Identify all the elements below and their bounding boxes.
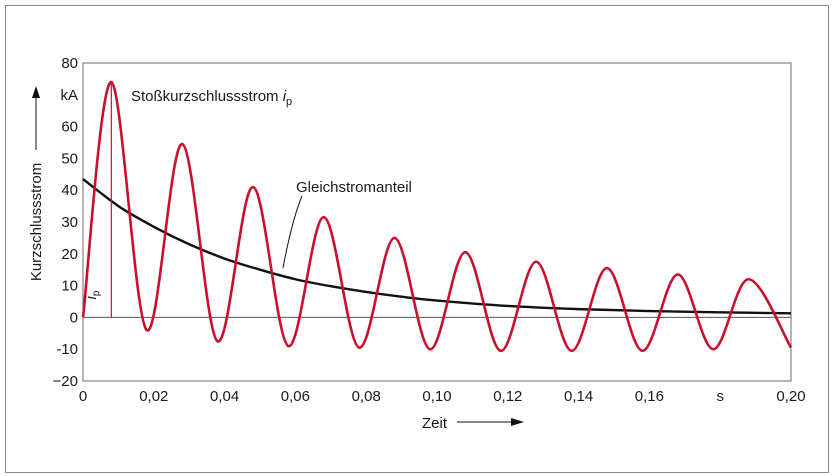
y-tick-labels: 80 kA 60 50 40 30 20 10 0 -10 −20 [53, 55, 78, 390]
x-tick-label: 0,02 [139, 388, 168, 405]
dc-component-line [82, 178, 792, 315]
y-tick-label: 50 [61, 150, 78, 167]
dc-annotation: Gleichstromanteil [296, 179, 412, 196]
x-tick-label: 0,20 [776, 388, 805, 405]
dc-annotation-leader [282, 195, 303, 269]
y-tick-label: −20 [53, 373, 78, 390]
peak-marker-label-var: i [83, 295, 100, 299]
y-axis-arrow-icon [32, 86, 40, 98]
peak-annotation-var: i [283, 88, 287, 105]
peak-marker-label: ip [83, 290, 102, 299]
y-tick-label: 30 [61, 214, 78, 231]
x-tick-label: 0,14 [564, 388, 593, 405]
x-tick-label: 0,06 [281, 388, 310, 405]
x-tick-label: s [716, 388, 724, 405]
x-axis-title: Zeit [422, 415, 448, 432]
figure-frame [5, 5, 829, 473]
peak-annotation-sub: p [286, 96, 292, 108]
y-tick-label: kA [60, 87, 78, 104]
x-tick-label: 0 [79, 388, 87, 405]
y-tick-label: 40 [61, 182, 78, 199]
x-tick-labels: 0 0,02 0,04 0,06 0,08 0,10 0,12 0,14 0,16 s 0,20 [79, 388, 806, 405]
y-axis-title: Kurzschlussstrom [28, 163, 45, 281]
y-tick-label: 0 [70, 309, 78, 326]
y-tick-label: 20 [61, 246, 78, 263]
y-tick-label: -10 [56, 341, 78, 358]
x-axis-arrow-icon [511, 418, 524, 426]
y-tick-label: 10 [61, 278, 78, 295]
peak-annotation: Stoßkurzschlussstrom ip [131, 88, 292, 108]
y-tick-label: 80 [61, 55, 78, 72]
peak-marker-label-sub: p [91, 290, 102, 296]
x-tick-label: 0,10 [422, 388, 451, 405]
peak-annotation-text: Stoßkurzschlussstrom [131, 88, 283, 105]
short-circuit-current-line [81, 80, 793, 353]
x-tick-label: 0,12 [493, 388, 522, 405]
x-tick-label: 0,16 [635, 388, 664, 405]
x-tick-label: 0,08 [352, 388, 381, 405]
y-tick-label: 60 [61, 119, 78, 136]
plot-area [82, 62, 792, 382]
x-tick-label: 0,04 [210, 388, 239, 405]
